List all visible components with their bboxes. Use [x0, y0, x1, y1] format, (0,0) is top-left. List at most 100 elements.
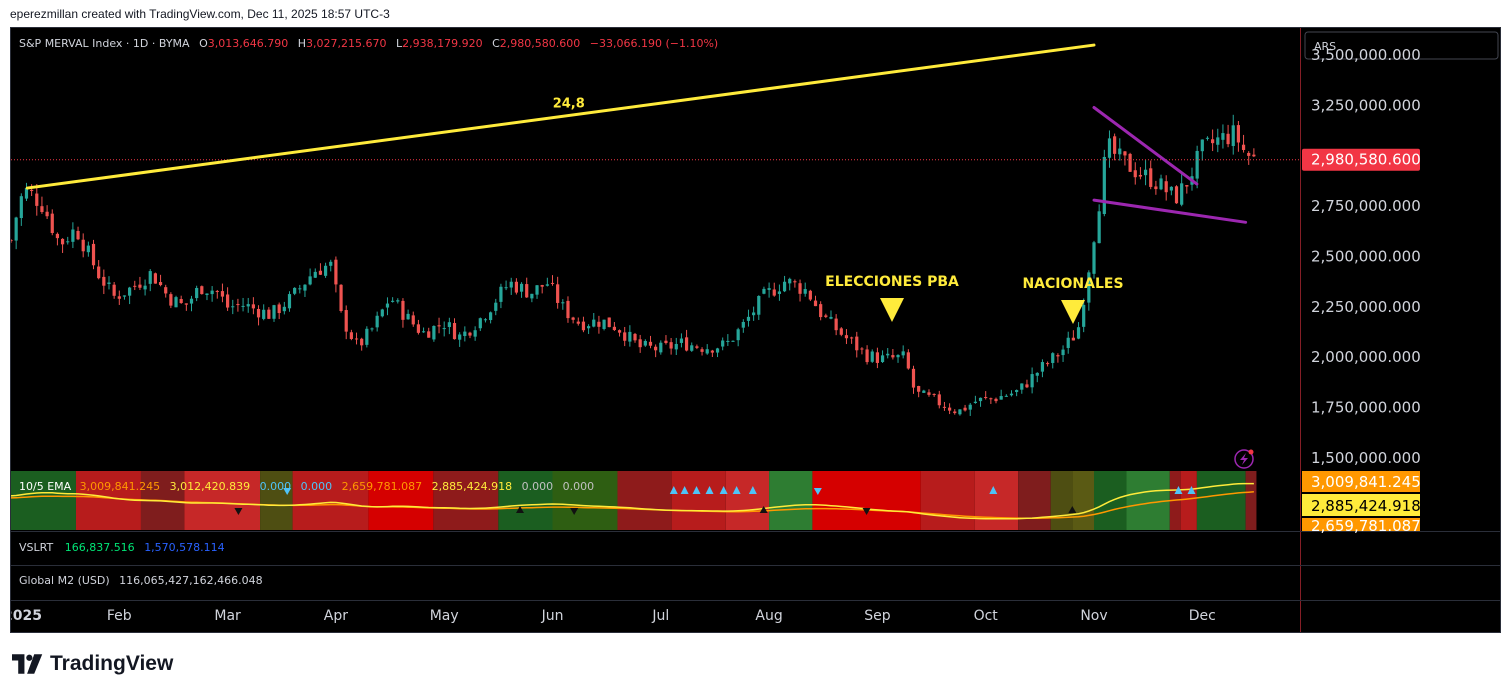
yellow-trendline[interactable]: [25, 43, 1096, 190]
candle-body: [220, 291, 225, 297]
candle-body: [411, 315, 415, 325]
channel-upper-line[interactable]: [1092, 106, 1199, 186]
candle-body: [1009, 393, 1014, 396]
ema-badge-1: [1302, 471, 1420, 492]
ema-heat-segment: [1018, 471, 1051, 530]
candle-body: [850, 337, 854, 339]
ema-heat-segment: [184, 471, 261, 530]
candle-body: [1087, 272, 1091, 303]
candle-body: [282, 306, 286, 312]
candle-body: [566, 300, 570, 319]
candle-body: [922, 390, 926, 393]
currency-button[interactable]: [1304, 31, 1499, 60]
candle-body: [963, 407, 967, 411]
candle-body: [999, 396, 1003, 400]
ema-heat-segment: [725, 471, 770, 530]
candle-body: [1211, 139, 1215, 144]
tradingview-logo[interactable]: TradingView: [12, 652, 173, 676]
candle-body: [1113, 136, 1117, 154]
candle-body: [478, 318, 482, 329]
candle-body: [901, 351, 905, 356]
candle-body: [11, 240, 13, 242]
candle-body: [684, 337, 689, 351]
m2-value: 116,065,427,162,466.048: [119, 574, 262, 587]
candle-body: [648, 341, 653, 346]
candle-body: [1040, 362, 1045, 372]
candle-body: [246, 304, 250, 307]
candle-body: [184, 303, 188, 305]
candle-body: [256, 308, 261, 318]
candle-body: [107, 282, 111, 285]
candle-body: [664, 340, 668, 343]
candle-body: [803, 289, 807, 294]
candle-body: [561, 302, 565, 304]
candle-body: [829, 316, 833, 319]
time-tick-label: Aug: [755, 608, 782, 624]
candle-body: [643, 340, 647, 346]
candle-body: [122, 295, 127, 297]
event-label-elecciones: ELECCIONES PBA: [825, 274, 959, 290]
candle-body: [102, 276, 106, 286]
ema-heat-segment: [920, 471, 975, 530]
chart-frame[interactable]: 24,8 ELECCIONES PBA NACIONALES S&P MERVA…: [10, 27, 1501, 633]
candle-body: [731, 340, 735, 342]
time-axis[interactable]: 2025 Feb Mar Apr May Jun Jul Aug Sep Oct Nov Dec: [11, 608, 1216, 624]
candle-body: [195, 287, 199, 299]
candle-body: [581, 321, 586, 331]
candle-body: [1045, 363, 1050, 365]
candle-body: [1221, 133, 1225, 140]
candle-body: [128, 287, 132, 296]
change-value: −33,066.190 (−1.10%): [590, 37, 718, 50]
candle-body: [24, 187, 29, 199]
price-tick-label: 3,250,000.000: [1311, 96, 1421, 114]
candle-body: [860, 348, 864, 350]
candlestick-series[interactable]: [11, 114, 1256, 416]
candle-body: [752, 312, 756, 316]
candle-body: [886, 353, 890, 356]
candle-body: [473, 330, 477, 337]
candle-body: [50, 213, 54, 233]
candle-body: [1236, 125, 1240, 143]
symbol-title: S&P MERVAL Index · 1D · BYMA: [19, 37, 190, 50]
candle-body: [401, 300, 405, 320]
candle-body: [241, 305, 245, 307]
ema-up-marker: [1187, 486, 1196, 494]
candle-body: [138, 284, 142, 288]
candle-body: [1118, 148, 1122, 155]
price-axis[interactable]: 3,500,000.0003,250,000.0003,000,000.0002…: [1311, 46, 1421, 467]
last-price-badge-text: 2,980,580.600: [1311, 151, 1421, 169]
ema-cross-down-marker: [570, 508, 579, 515]
time-tick-label: Mar: [214, 608, 241, 624]
open-value: 3,013,646.790: [208, 37, 288, 50]
candle-body: [834, 318, 838, 331]
candle-body: [984, 397, 988, 399]
last-price-badge: [1302, 148, 1420, 171]
candle-body: [313, 271, 317, 278]
candle-body: [494, 302, 498, 311]
candle-body: [489, 312, 493, 321]
candle-body: [504, 287, 508, 289]
ema-heat-segment: [260, 471, 293, 530]
candle-body: [1066, 337, 1070, 348]
candle-body: [35, 193, 39, 206]
channel-lower-line[interactable]: [1092, 198, 1248, 224]
candle-body: [231, 306, 235, 308]
time-tick-label: May: [430, 608, 459, 624]
candle-body: [911, 368, 916, 388]
candle-body: [906, 352, 910, 369]
ema-heat-segment: [433, 471, 499, 530]
candle-body: [1082, 304, 1086, 327]
candle-body: [174, 297, 178, 308]
ema-badge-2: [1302, 494, 1420, 516]
trendline-label: 24,8: [553, 96, 585, 111]
price-tick-label: 2,750,000.000: [1311, 197, 1421, 215]
candle-body: [1247, 152, 1251, 156]
alert-bolt-icon[interactable]: [1234, 449, 1254, 469]
candle-body: [767, 288, 771, 290]
candle-body: [1154, 186, 1158, 190]
ema-up-marker: [669, 486, 678, 494]
candle-body: [1205, 137, 1210, 139]
candle-body: [550, 282, 555, 284]
chart-canvas[interactable]: 24,8 ELECCIONES PBA NACIONALES S&P MERVA…: [11, 28, 1501, 633]
candle-body: [710, 350, 714, 353]
